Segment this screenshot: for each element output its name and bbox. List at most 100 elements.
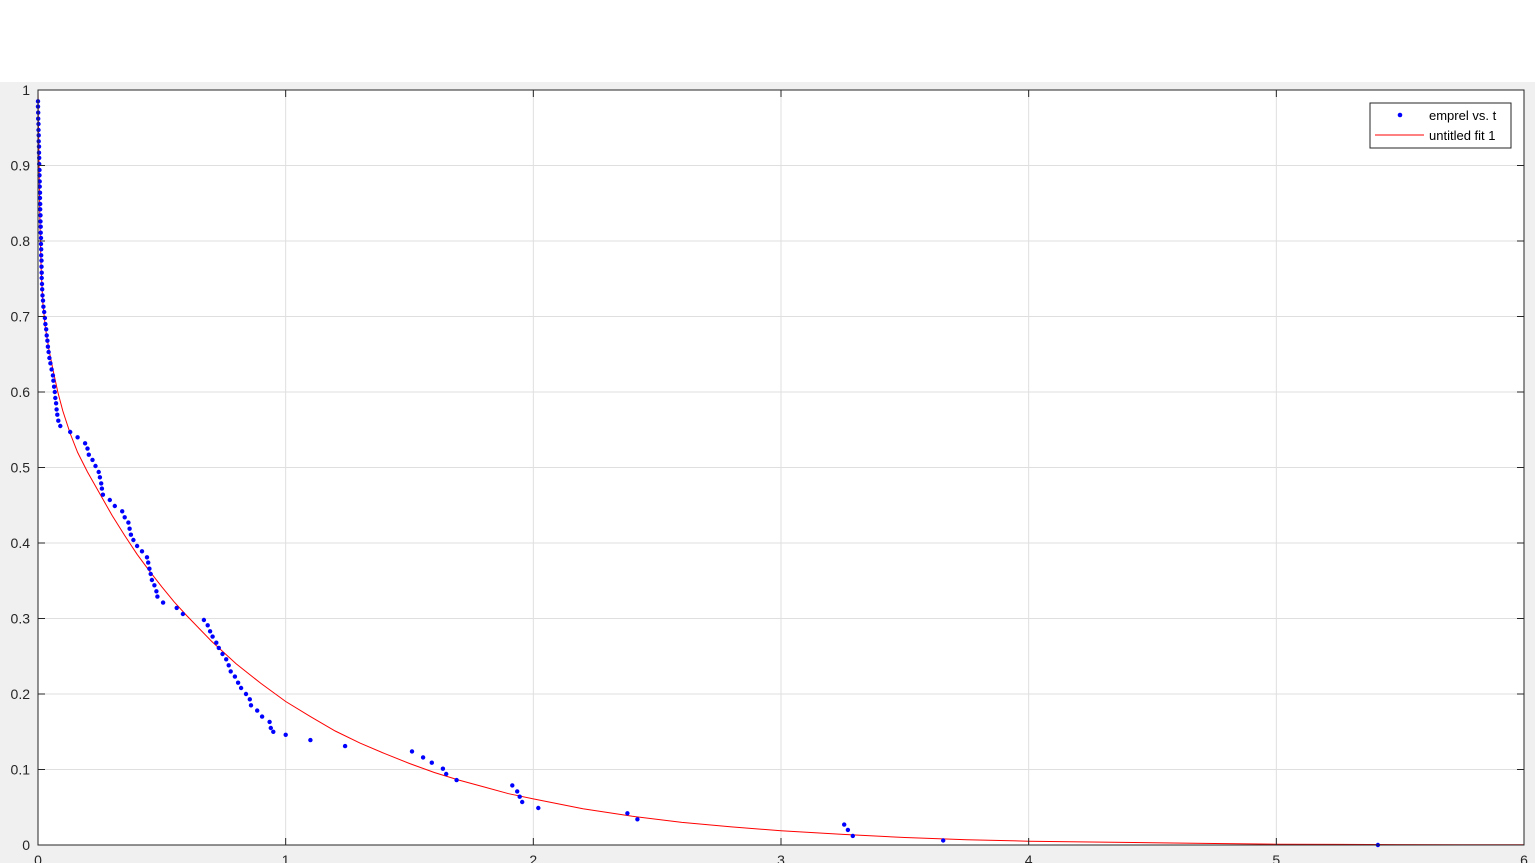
data-point bbox=[37, 179, 42, 184]
data-point bbox=[342, 743, 348, 749]
x-tick-label: 5 bbox=[1272, 852, 1280, 863]
data-point bbox=[38, 235, 44, 241]
fit-curve-line bbox=[37, 89, 1524, 846]
legend-marker-points bbox=[1397, 112, 1403, 118]
data-point bbox=[248, 703, 254, 708]
fit-layer bbox=[37, 89, 1524, 846]
data-point bbox=[90, 457, 95, 463]
data-point bbox=[174, 605, 179, 611]
data-point bbox=[37, 184, 42, 189]
y-tick-label: 0.1 bbox=[11, 762, 31, 778]
data-point bbox=[454, 777, 459, 783]
data-point bbox=[205, 623, 210, 628]
data-point bbox=[517, 794, 522, 799]
y-tick-label: 0.8 bbox=[11, 233, 31, 249]
data-point bbox=[56, 418, 61, 423]
data-point bbox=[147, 566, 152, 571]
data-point bbox=[39, 264, 44, 269]
data-point bbox=[112, 503, 118, 509]
data-point bbox=[259, 714, 265, 719]
data-point bbox=[207, 629, 213, 634]
data-point bbox=[845, 827, 851, 833]
data-point bbox=[37, 195, 43, 201]
data-point bbox=[842, 822, 847, 827]
data-point bbox=[99, 486, 105, 491]
data-point bbox=[41, 304, 46, 309]
data-point bbox=[51, 384, 57, 389]
data-point bbox=[536, 805, 541, 811]
data-point bbox=[271, 729, 276, 734]
data-point bbox=[510, 783, 515, 788]
data-point bbox=[93, 463, 98, 469]
data-point bbox=[36, 133, 41, 138]
data-point bbox=[85, 446, 90, 451]
data-point bbox=[283, 732, 288, 737]
data-point bbox=[625, 811, 630, 816]
data-point bbox=[68, 429, 73, 435]
data-point bbox=[47, 355, 52, 361]
data-point bbox=[134, 543, 140, 549]
data-point bbox=[144, 555, 150, 560]
data-point bbox=[228, 669, 233, 674]
data-point bbox=[45, 344, 51, 349]
data-point bbox=[38, 201, 43, 207]
data-point bbox=[243, 691, 249, 697]
data-point bbox=[44, 333, 49, 338]
axis-ticks: 0 1 2 3 4 5 6 0 0.1 0.2 0.3 0.4 0.5 0.6 0.7 0.8 0.9 1 bbox=[11, 82, 1529, 863]
data-point bbox=[941, 838, 946, 843]
legend[interactable]: emprel vs. t untitled fit 1 bbox=[1369, 102, 1512, 149]
data-point bbox=[51, 378, 56, 383]
data-point bbox=[40, 298, 46, 303]
y-tick-label: 0 bbox=[22, 837, 30, 853]
data-point bbox=[55, 412, 60, 417]
data-point bbox=[38, 213, 43, 218]
data-point bbox=[515, 789, 520, 794]
data-point bbox=[54, 407, 59, 412]
data-point bbox=[226, 663, 231, 668]
data-point bbox=[58, 423, 63, 429]
data-point bbox=[39, 253, 44, 258]
data-point bbox=[180, 611, 186, 617]
x-tick-label: 6 bbox=[1520, 852, 1528, 863]
y-tick-label: 0.6 bbox=[11, 384, 31, 400]
data-point bbox=[42, 309, 47, 315]
data-point bbox=[308, 737, 313, 743]
data-point bbox=[154, 589, 159, 594]
data-point bbox=[99, 481, 104, 486]
y-tick-label: 1 bbox=[22, 82, 30, 98]
data-point bbox=[232, 674, 238, 679]
data-point bbox=[850, 833, 855, 839]
data-point bbox=[126, 520, 131, 525]
data-point bbox=[40, 293, 45, 298]
data-point bbox=[131, 537, 136, 543]
data-point bbox=[152, 583, 157, 588]
data-point bbox=[210, 634, 215, 639]
data-point bbox=[50, 373, 56, 378]
data-point bbox=[444, 771, 449, 777]
data-point bbox=[214, 640, 219, 645]
x-tick-label: 2 bbox=[529, 852, 537, 863]
data-point bbox=[86, 452, 92, 457]
data-point bbox=[520, 799, 525, 805]
data-point bbox=[39, 270, 44, 275]
data-point bbox=[39, 281, 45, 287]
data-point bbox=[107, 497, 113, 503]
data-point bbox=[36, 139, 41, 144]
x-tick-label: 4 bbox=[1025, 852, 1033, 863]
data-point bbox=[40, 287, 45, 292]
data-point bbox=[267, 719, 272, 725]
y-tick-label: 0.5 bbox=[11, 460, 31, 476]
data-point bbox=[635, 817, 640, 822]
data-point bbox=[160, 600, 166, 605]
data-point bbox=[38, 207, 43, 212]
data-point bbox=[96, 469, 101, 475]
data-point bbox=[409, 749, 415, 754]
data-point bbox=[429, 760, 434, 765]
y-tick-label: 0.2 bbox=[11, 686, 31, 702]
data-point bbox=[75, 435, 80, 440]
y-tick-label: 0.3 bbox=[11, 611, 31, 627]
data-point bbox=[120, 509, 125, 514]
data-point bbox=[39, 258, 44, 263]
legend-label-points: emprel vs. t bbox=[1429, 108, 1497, 123]
